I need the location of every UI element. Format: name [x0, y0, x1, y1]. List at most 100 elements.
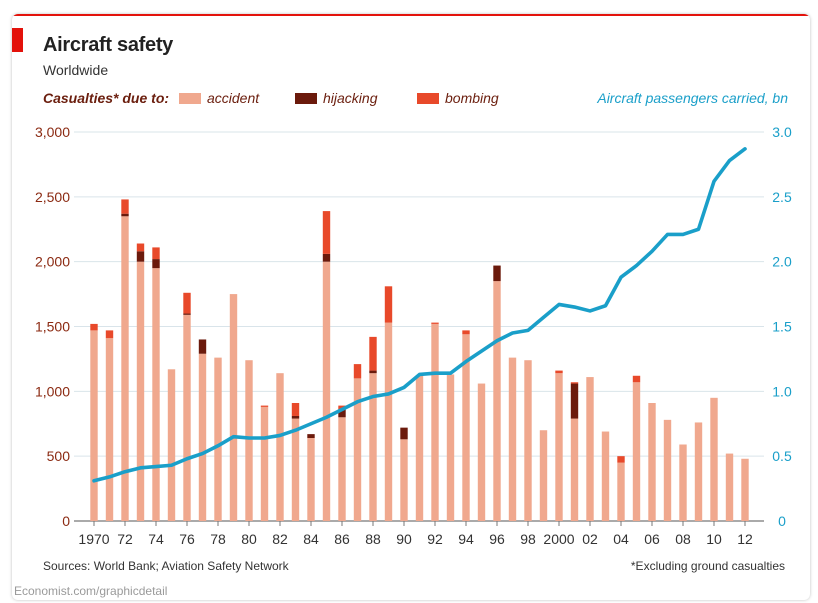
x-tick-label: 06 [644, 531, 660, 547]
line-point [170, 464, 173, 467]
y-right-tick-label: 1.5 [772, 319, 792, 335]
bar-accident [741, 458, 749, 521]
line-point [681, 233, 685, 236]
bar-accident [601, 431, 610, 521]
x-tick-label: 74 [148, 531, 164, 547]
bar-accident [555, 373, 563, 521]
x-tick-label: 78 [210, 531, 226, 547]
bar-accident [338, 417, 346, 521]
watermark: Economist.com/graphicdetail [14, 584, 168, 598]
x-tick-label: 96 [489, 531, 505, 547]
x-tick-label: 94 [458, 531, 474, 547]
bar-hijacking [369, 370, 377, 374]
line-point [387, 392, 390, 396]
x-tick-label: 86 [334, 531, 350, 547]
bar-accident [384, 322, 393, 521]
legend-item-hijacking: hijacking [323, 90, 378, 106]
bar-accident [245, 360, 253, 521]
bar-accident [105, 338, 114, 521]
bar-accident [648, 403, 656, 521]
bar-accident [462, 334, 470, 521]
chart-card: Aircraft safety Worldwide Casualties* du… [12, 14, 810, 600]
y-right-tick-label: 3.0 [772, 124, 792, 140]
bar-accident [136, 261, 145, 521]
bar-accident [632, 382, 641, 521]
legend-item-accident: accident [207, 90, 260, 106]
x-tick-label: 76 [179, 531, 195, 547]
bar-accident [167, 369, 176, 521]
y-right-tick-label: 0 [778, 513, 786, 529]
bar-hijacking [338, 409, 346, 418]
y-left-tick-label: 1,000 [35, 383, 70, 399]
bar-hijacking [121, 213, 129, 217]
bar-accident [725, 453, 734, 521]
line-point [650, 250, 654, 253]
bar-bombing [322, 211, 331, 254]
line-point [263, 436, 266, 440]
y-right-tick-label: 0.5 [772, 448, 792, 464]
bar-accident [415, 375, 424, 521]
line-point [433, 371, 437, 375]
bar-accident [353, 378, 362, 521]
line-point [526, 329, 530, 332]
x-tick-label: 88 [365, 531, 381, 547]
bar-accident [260, 406, 269, 521]
line-point [588, 309, 592, 313]
bar-accident [446, 374, 455, 521]
line-point [464, 360, 468, 363]
x-tick-label: 12 [737, 531, 753, 547]
bar-accident [121, 216, 129, 521]
line-point [92, 479, 96, 483]
bar-bombing [90, 323, 98, 331]
bar-accident [214, 357, 222, 521]
bar-bombing [105, 330, 114, 339]
line-point [201, 452, 204, 455]
bar-accident [183, 314, 191, 521]
footnote: *Excluding ground casualties [630, 559, 785, 573]
bar-bombing [462, 330, 470, 335]
bar-accident [152, 268, 160, 521]
bar-accident [307, 438, 315, 521]
bar-accident [431, 323, 439, 521]
bar-accident [493, 281, 501, 521]
bar-hijacking [291, 415, 300, 419]
line-point [340, 408, 344, 411]
line-point [247, 436, 251, 440]
line-point [294, 429, 297, 432]
bar-accident [539, 430, 548, 521]
line-point [449, 371, 452, 375]
y-left-tick-label: 3,000 [35, 124, 70, 140]
bar-hijacking [183, 313, 191, 315]
x-tick-label: 84 [303, 531, 319, 547]
bars [90, 199, 749, 521]
x-tick-label: 04 [613, 531, 629, 547]
x-tick-label: 80 [241, 531, 257, 547]
bar-bombing [384, 286, 393, 323]
bar-accident [322, 261, 331, 521]
x-tick-label: 72 [117, 531, 133, 547]
line-point [185, 457, 189, 460]
line-point [356, 400, 359, 403]
line-point [232, 435, 235, 438]
y-right-tick-label: 2.5 [772, 189, 792, 205]
y-left-tick-label: 0 [62, 513, 70, 529]
line-point [371, 395, 375, 398]
bar-accident [369, 373, 377, 521]
bar-hijacking [570, 383, 579, 419]
y-right-tick-label: 1.0 [772, 383, 792, 399]
chart-subtitle: Worldwide [43, 62, 109, 78]
bar-hijacking [400, 427, 408, 440]
bar-accident [679, 444, 687, 521]
bar-bombing [260, 405, 269, 407]
x-tick-label: 98 [520, 531, 536, 547]
line-point [619, 276, 623, 279]
line-point [418, 373, 421, 376]
bar-accident [90, 330, 98, 521]
bar-hijacking [322, 253, 331, 262]
axes: 0 500 1,000 1,500 2,000 2,500 3,000 0 0.5 1.0 1.5 2… [35, 124, 792, 547]
bar-bombing [353, 364, 362, 379]
line-point [666, 233, 669, 236]
line-point [325, 416, 328, 419]
line-point [123, 470, 127, 473]
line-point [480, 349, 483, 353]
